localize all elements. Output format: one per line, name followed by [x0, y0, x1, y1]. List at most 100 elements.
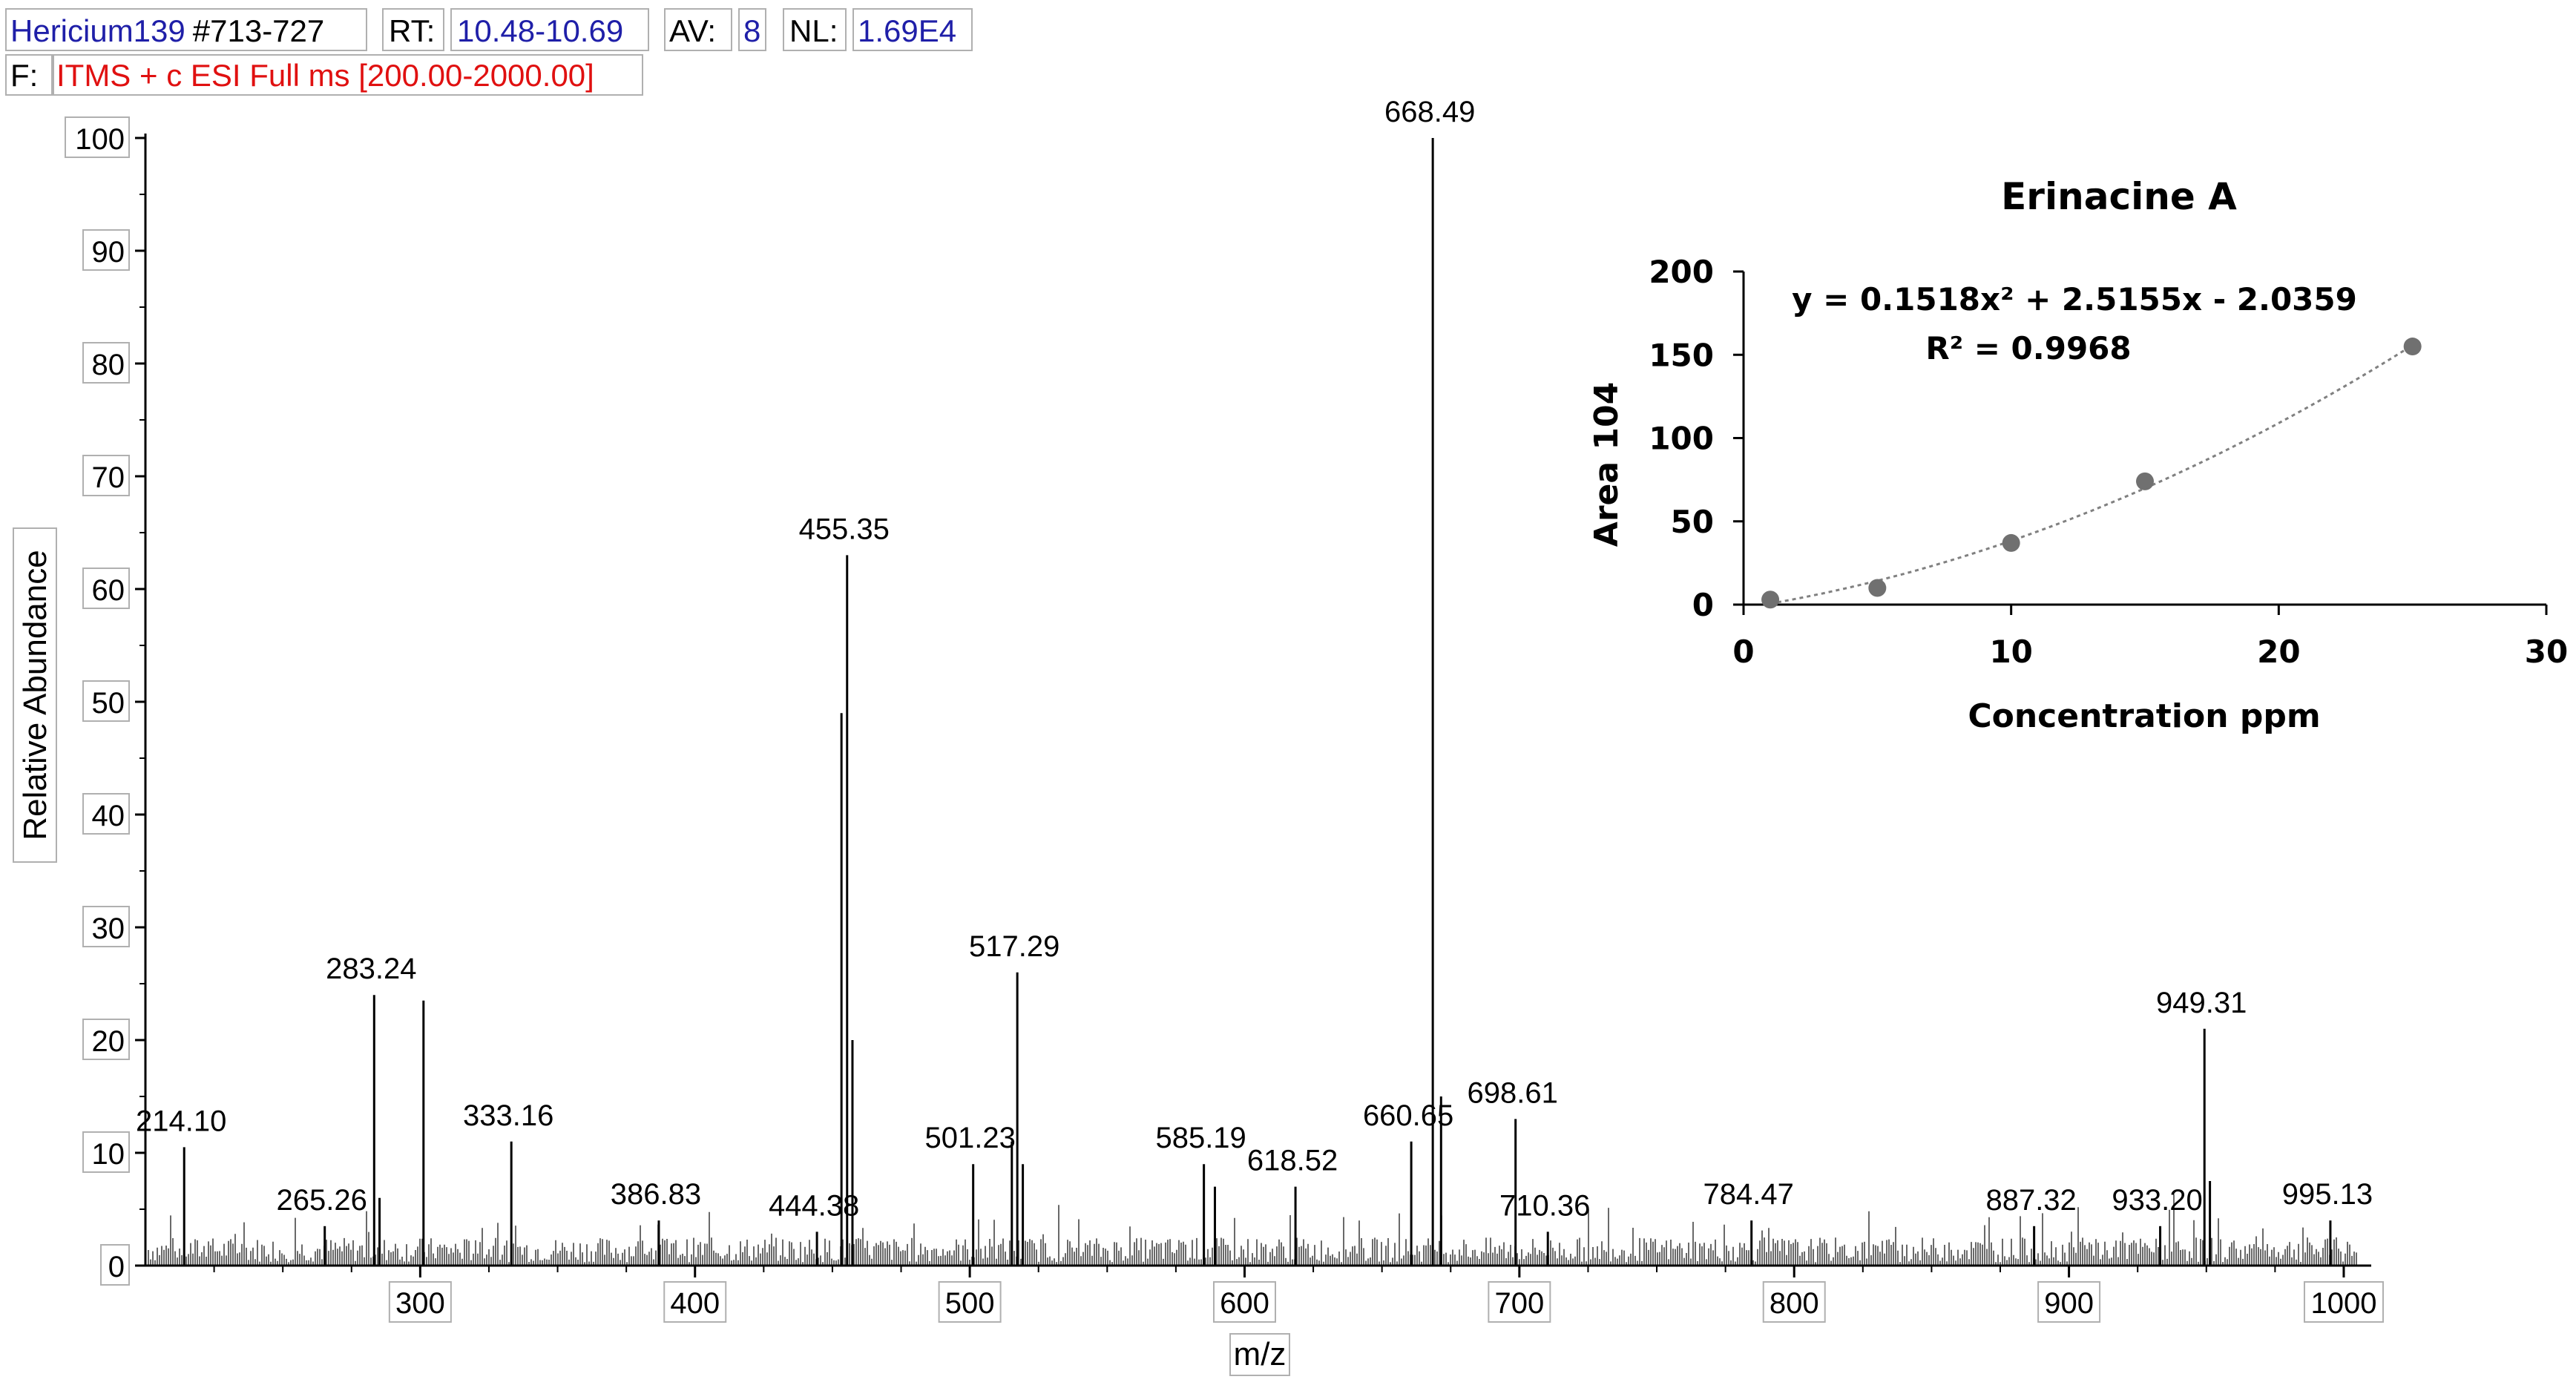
inset-y-ticks: 0 50 100 150 200	[1649, 254, 1744, 623]
inset-data-point	[1761, 591, 1780, 609]
spectrum-x-tick-label: 400	[670, 1287, 720, 1320]
spectrum-y-tick-box	[82, 680, 130, 722]
peak-label: 585.19	[1155, 1122, 1246, 1154]
spectrum-ylabel: Relative Abundance	[17, 550, 53, 840]
spectrum-x-tick-label: 700	[1494, 1287, 1544, 1320]
spectrum-x-ticks: 300 400 500 600 700 800 900 1000	[213, 1266, 2384, 1323]
inset-y-tick-label: 50	[1671, 504, 1714, 540]
peak-label: 698.61	[1468, 1076, 1558, 1109]
inset-r2: R² = 0.9968	[1925, 330, 2131, 366]
inset-y-tick-label: 100	[1649, 421, 1714, 457]
spectrum-y-tick-box	[82, 568, 130, 609]
spectrum-x-tick-box	[2303, 1281, 2384, 1323]
inset-data-point	[2403, 338, 2422, 356]
spectrum-x-tick-box	[388, 1281, 452, 1323]
inset-x-tick-label: 30	[2525, 634, 2568, 670]
inset-ylabel: Area 104	[1588, 382, 1626, 547]
spectrum-x-tick-label: 600	[1220, 1287, 1269, 1320]
header-filter-label: F:	[10, 58, 38, 93]
spectrum-xlabel: m/z	[1234, 1336, 1287, 1372]
header-rt-label: RT:	[389, 13, 435, 48]
spectrum-y-tick-box	[82, 1019, 130, 1060]
spectrum-y-tick-label: 30	[92, 912, 125, 945]
inset-data-point	[1868, 579, 1887, 597]
header-filter-value: ITMS + c ESI Full ms [200.00-2000.00]	[56, 58, 594, 93]
header-nl-label: NL:	[789, 13, 838, 48]
spectrum-y-tick-box	[82, 342, 130, 384]
peak-label: 444.38	[769, 1189, 859, 1222]
peak-label: 214.10	[136, 1105, 226, 1137]
spectrum-x-axis-title: m/z	[1229, 1333, 1290, 1376]
inset-x-tick-label: 10	[1989, 634, 2032, 670]
peak-label: 949.31	[2156, 987, 2247, 1019]
peak-label: 887.32	[1985, 1184, 2076, 1217]
spectrum-y-tick-box	[100, 1244, 130, 1286]
spectrum-y-tick-box	[82, 793, 130, 835]
spectrum-y-tick-label: 50	[92, 687, 125, 720]
peak-label: 501.23	[924, 1122, 1015, 1154]
header-rt-value: 10.48-10.69	[457, 13, 623, 48]
spectrum-x-tick-label: 300	[395, 1287, 445, 1320]
spectrum-y-tick-box	[65, 116, 130, 158]
spectrum-x-tick-box	[1212, 1281, 1276, 1323]
peak-label: 618.52	[1247, 1145, 1338, 1177]
spectrum-peaks	[183, 138, 2332, 1266]
spectrum-x-tick-label: 1000	[2310, 1287, 2376, 1320]
spectrum-noise	[148, 1194, 2357, 1266]
inset-data-point	[2002, 533, 2020, 552]
inset-points	[1761, 338, 2422, 609]
peak-label: 333.16	[463, 1099, 553, 1132]
spectrum-y-tick-label: 40	[92, 800, 125, 832]
peak-label: 933.20	[2112, 1184, 2202, 1217]
spectrum-peak-labels: 214.10 265.26 283.24 333.16 386.83 444.38 455.…	[136, 96, 2373, 1222]
spectrum-y-axis-title: Relative Abundance	[13, 527, 57, 863]
calibration-inset: Erinacine A y = 0.1518x² + 2.5155x - 2.0…	[1588, 175, 2568, 735]
inset-x-tick-label: 20	[2257, 634, 2300, 670]
peak-label: 784.47	[1703, 1178, 1794, 1211]
header-av-value: 8	[743, 13, 760, 48]
inset-trendline	[1770, 344, 2414, 605]
inset-y-tick-label: 0	[1692, 587, 1714, 623]
inset-title: Erinacine A	[2001, 175, 2237, 218]
peak-label: 668.49	[1384, 96, 1475, 128]
spectrum-y-tick-box	[82, 455, 130, 496]
spectrum-y-tick-box	[82, 1131, 130, 1173]
spectrum-y-tick-label: 0	[108, 1251, 125, 1283]
spectrum-x-tick-label: 800	[1770, 1287, 1819, 1320]
inset-data-point	[2136, 472, 2154, 490]
spectrum-y-ticks: 0 10 20 30 40 50 60 70 80 90 100	[65, 116, 145, 1286]
inset-y-tick-label: 200	[1649, 254, 1714, 290]
peak-label: 710.36	[1499, 1189, 1590, 1222]
spectrum-x-tick-box	[1762, 1281, 1826, 1323]
spectrum-x-tick-label: 500	[945, 1287, 995, 1320]
header-file: Hericium139 #713-727	[10, 13, 324, 48]
noise-trace	[148, 1194, 2357, 1266]
inset-y-tick-label: 150	[1649, 337, 1714, 373]
peak-label: 517.29	[969, 930, 1059, 963]
spectrum-x-tick-box	[2037, 1281, 2101, 1323]
spectrum-y-tick-label: 10	[92, 1138, 125, 1171]
inset-x-ticks: 0 10 20 30	[1732, 605, 2568, 670]
peak-label: 386.83	[611, 1178, 701, 1211]
spectrum-x-tick-box	[938, 1281, 1002, 1323]
spectrum-x-tick-box	[663, 1281, 727, 1323]
spectrum-x-tick-label: 900	[2044, 1287, 2094, 1320]
mass-spectrum: 214.10 265.26 283.24 333.16 386.83 444.38 455.…	[13, 96, 2384, 1376]
spectrum-y-tick-label: 70	[92, 461, 125, 494]
spectrum-y-tick-label: 80	[92, 349, 125, 381]
spectrum-y-tick-label: 90	[92, 236, 125, 269]
peak-label: 995.13	[2282, 1178, 2373, 1211]
header-nl-value: 1.69E4	[858, 13, 956, 48]
inset-x-tick-label: 0	[1732, 634, 1754, 670]
inset-equation: y = 0.1518x² + 2.5155x - 2.0359	[1792, 281, 2357, 318]
spectrum-x-tick-box	[1488, 1281, 1551, 1323]
spectrum-y-tick-label: 60	[92, 574, 125, 607]
spectrum-y-tick-label: 100	[75, 123, 125, 156]
spectrum-y-tick-box	[82, 906, 130, 947]
spectrum-y-tick-box	[82, 229, 130, 271]
spectrum-y-tick-label: 20	[92, 1025, 125, 1058]
peak-label: 660.65	[1363, 1099, 1453, 1132]
peak-label: 283.24	[326, 953, 416, 985]
header-av-label: AV:	[669, 13, 716, 48]
